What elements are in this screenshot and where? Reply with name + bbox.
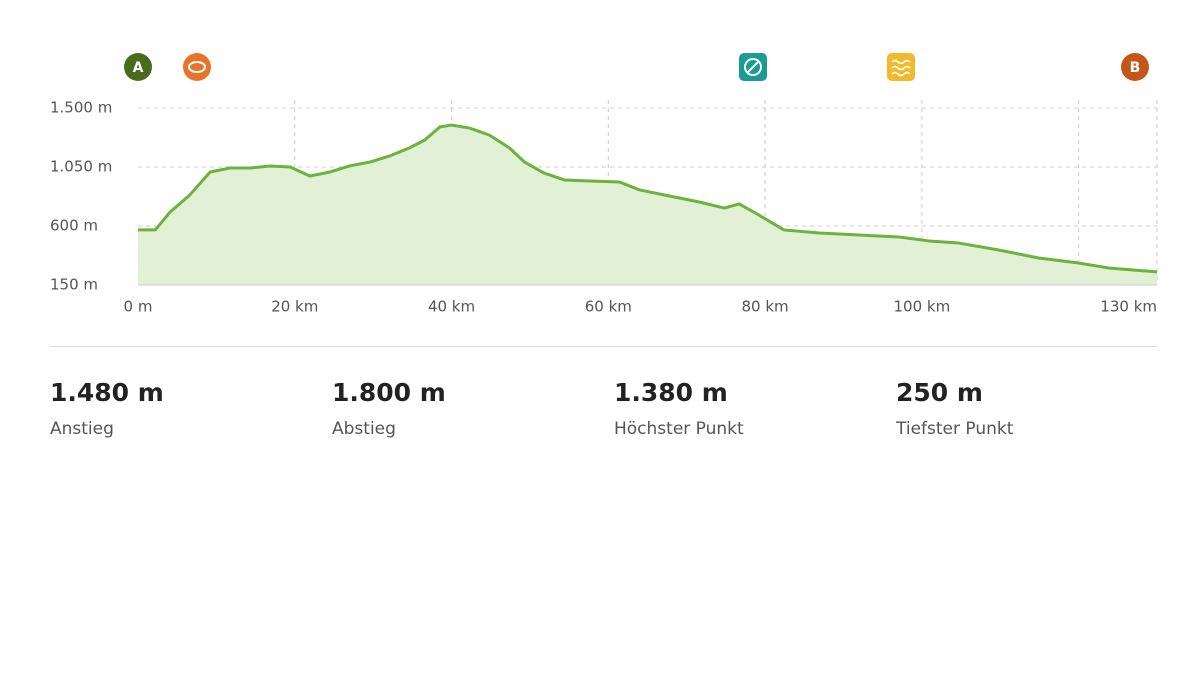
y-tick-label: 1.500 m xyxy=(50,99,112,117)
x-tick-label: 100 km xyxy=(893,298,950,316)
marker-b-label: B xyxy=(1130,60,1141,76)
x-tick-label: 20 km xyxy=(271,298,318,316)
stat-label: Höchster Punkt xyxy=(614,419,744,439)
stat: 1.800 m Abstieg xyxy=(332,378,446,439)
stat-label: Anstieg xyxy=(50,419,114,439)
water-icon xyxy=(887,53,915,81)
chart: A B 150 m 600 m 1.050 m 1.500 m 0 m 20 km 40 k… xyxy=(50,53,1158,316)
stat-value: 250 m xyxy=(896,378,983,407)
stat: 1.380 m Höchster Punkt xyxy=(614,378,744,439)
marker-a-label: A xyxy=(133,60,144,76)
x-tick-label: 60 km xyxy=(585,298,632,316)
closed-symbol xyxy=(744,58,762,76)
stat-value: 1.380 m xyxy=(614,378,728,407)
water-waves xyxy=(891,59,911,77)
viewpoint-eye xyxy=(188,61,206,73)
x-tick-label: 0 m xyxy=(124,298,153,316)
stat-label: Abstieg xyxy=(332,419,396,439)
x-tick-label: 80 km xyxy=(741,298,788,316)
area-fill xyxy=(138,125,1157,286)
viewpoint-icon xyxy=(183,53,211,81)
marker-a xyxy=(124,53,152,81)
stat-value: 1.480 m xyxy=(50,378,164,407)
y-tick-label: 600 m xyxy=(50,217,98,235)
marker-b xyxy=(1121,53,1149,81)
y-tick-label: 1.050 m xyxy=(50,158,112,176)
stat: 250 m Tiefster Punkt xyxy=(896,378,1013,439)
stat-value: 1.800 m xyxy=(332,378,446,407)
x-tick-label: 130 km xyxy=(1100,298,1157,316)
closed-slash xyxy=(746,60,760,74)
elevation-line xyxy=(138,123,1158,274)
x-tick-label: 40 km xyxy=(428,298,475,316)
stat-label: Tiefster Punkt xyxy=(896,419,1014,439)
stat: 1.480 m Anstieg xyxy=(50,378,164,439)
y-tick-label: 150 m xyxy=(50,276,98,294)
separator xyxy=(50,346,1157,347)
